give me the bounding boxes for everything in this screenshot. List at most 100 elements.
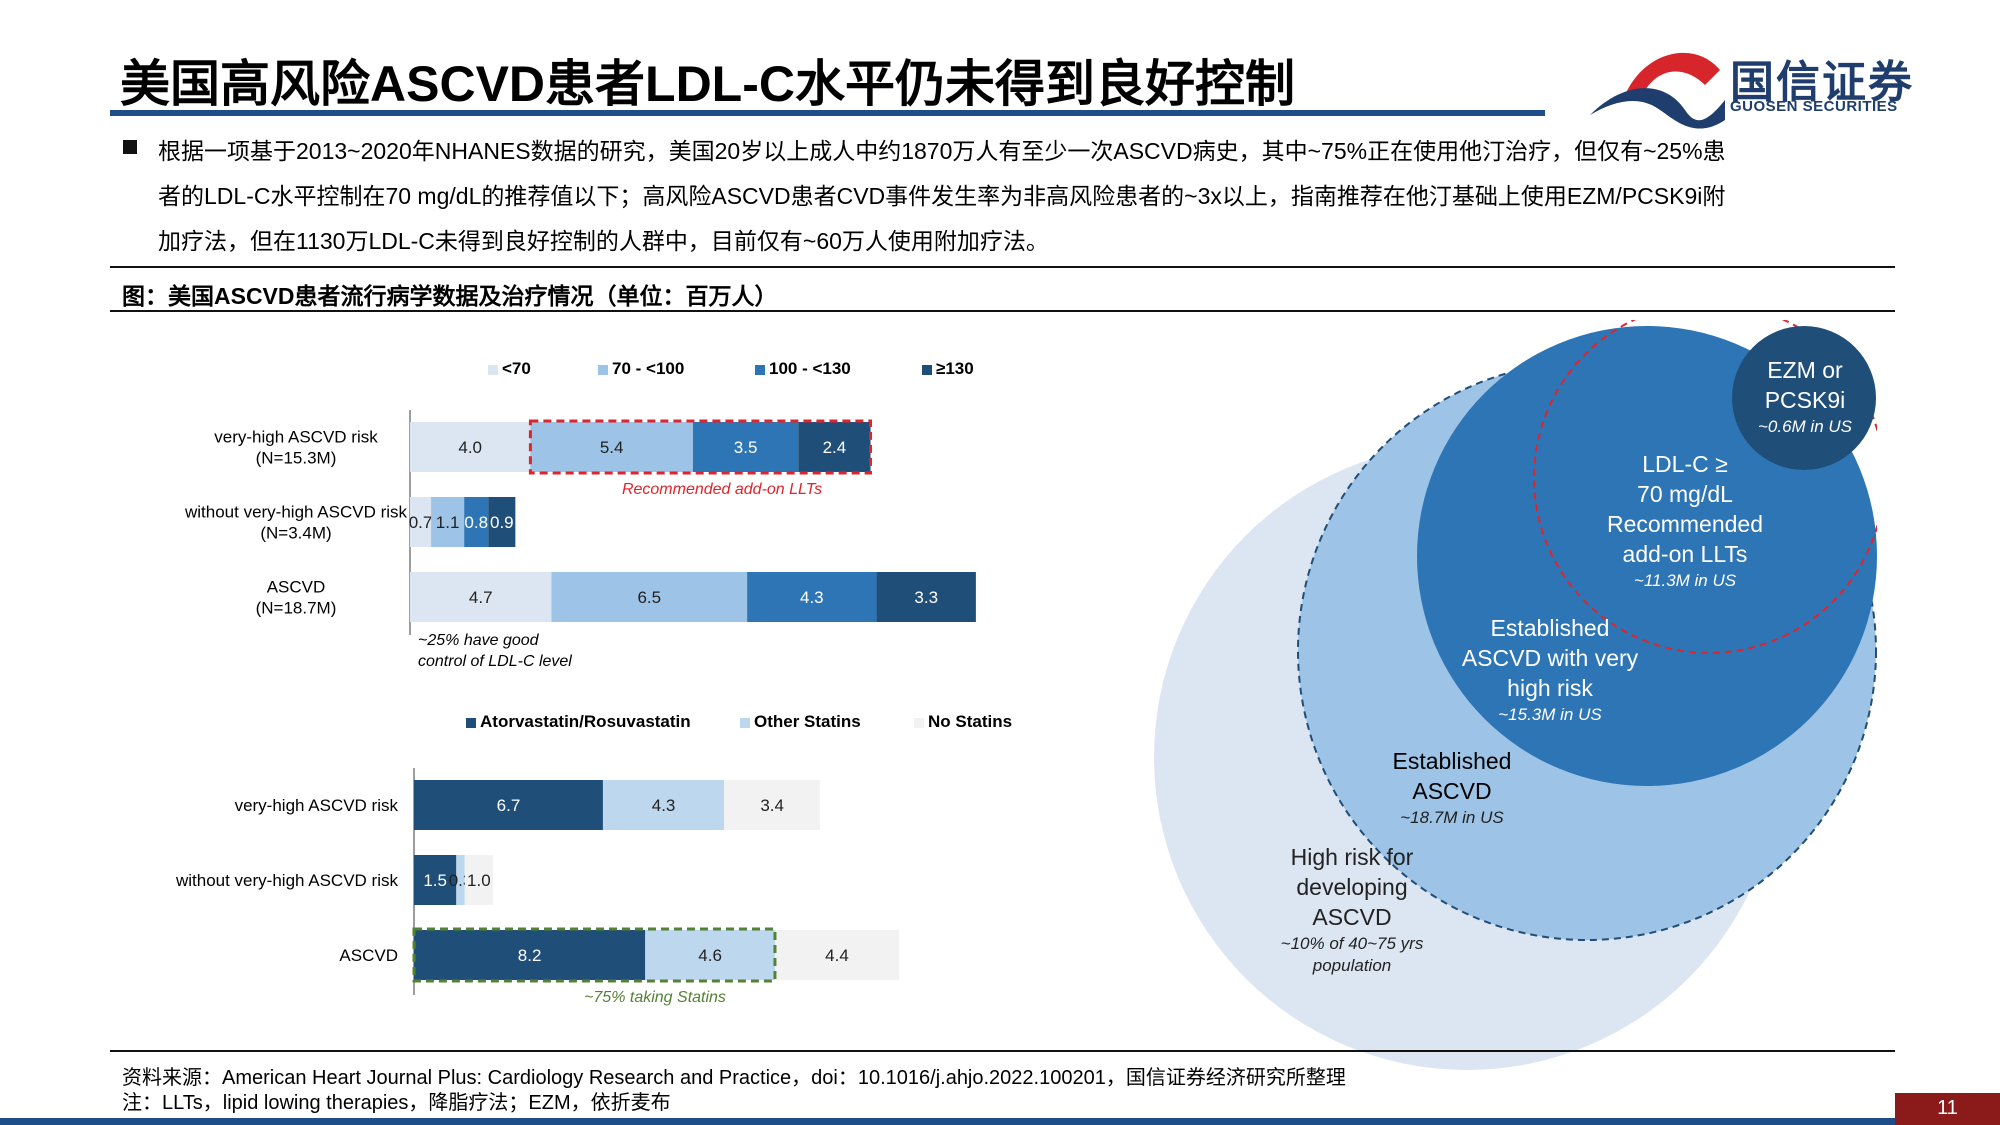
bullet-square-icon xyxy=(123,140,137,154)
page-number-badge xyxy=(1895,1093,2000,1125)
venn-circles-group xyxy=(1154,320,1877,1070)
category-label-0-0: very-high ASCVD risk xyxy=(235,796,399,815)
bar-segment-0-0 xyxy=(414,780,603,830)
bar-segment-1-3 xyxy=(488,497,516,547)
venn-label-2-0: Established xyxy=(1491,615,1610,641)
legend-label-3: ≥130 xyxy=(936,359,974,378)
bar-segment-0-3 xyxy=(798,422,871,472)
bar-value-label-0-2: 3.4 xyxy=(760,796,784,815)
bar-value-label-2-0: 4.7 xyxy=(469,588,493,607)
bar-value-label-2-2: 4.4 xyxy=(825,946,849,965)
bullet-line-2: 者的LDL-C水平控制在70 mg/dL的推荐值以下；高风险ASCVD患者CVD… xyxy=(158,183,1726,209)
good-control-note-1: ~25% have good xyxy=(418,632,540,649)
bar-value-label-1-0: 0.7 xyxy=(409,513,433,532)
legend-swatch-2 xyxy=(755,365,765,375)
venn-circle-4 xyxy=(1732,326,1876,470)
category-label-1-0: without very-high ASCVD risk xyxy=(184,503,408,522)
page-number: 11 xyxy=(1937,1097,1958,1119)
recommended-highlight-box xyxy=(528,419,873,475)
venn-label-2-1: ASCVD with very xyxy=(1462,645,1639,671)
bar-segment-1-2 xyxy=(464,497,489,547)
legend-label-0: <70 xyxy=(502,359,531,378)
bar-segment-2-2 xyxy=(774,930,900,980)
figure-title: 图：美国ASCVD患者流行病学数据及治疗情况（单位：百万人） xyxy=(122,283,778,309)
bar-value-label-0-0: 4.0 xyxy=(458,438,482,457)
recommended-addon-label: Recommended add-on LLTs xyxy=(622,481,822,498)
bar-segment-1-1 xyxy=(456,855,465,905)
bar-segment-0-0 xyxy=(410,422,531,472)
venn-label-1-1: ASCVD xyxy=(1412,778,1491,804)
source-note: 资料来源：American Heart Journal Plus: Cardio… xyxy=(122,1067,1346,1089)
legend-swatch-3 xyxy=(922,365,932,375)
bar-segment-1-2 xyxy=(464,855,493,905)
figure-title-rule xyxy=(110,310,1895,312)
legend-swatch-0 xyxy=(488,365,498,375)
bar-segment-0-1 xyxy=(602,780,725,830)
footer-rule xyxy=(110,1050,1895,1052)
bar-segment-1-1 xyxy=(431,497,465,547)
legend-label-0: Atorvastatin/Rosuvastatin xyxy=(480,712,691,731)
bullet-line-1: 根据一项基于2013~2020年NHANES数据的研究，美国20岁以上成人中约1… xyxy=(158,138,1726,164)
legend-label-2: No Statins xyxy=(928,712,1012,731)
bar-value-label-1-2: 1.0 xyxy=(467,871,491,890)
bar-value-label-1-1: 1.1 xyxy=(436,513,460,532)
bar-value-label-0-1: 4.3 xyxy=(652,796,676,815)
bar-value-label-0-1: 5.4 xyxy=(600,438,624,457)
venn-label-3-0: LDL-C ≥ xyxy=(1642,451,1727,477)
venn-sub-1-0: ~18.7M in US xyxy=(1400,808,1504,827)
category-label-0-0: very-high ASCVD risk xyxy=(214,428,378,447)
venn-label-3-1: 70 mg/dL xyxy=(1637,481,1733,507)
bar-segment-1-0 xyxy=(410,497,432,547)
venn-label-0-1: developing xyxy=(1296,874,1407,900)
bar-value-label-2-1: 4.6 xyxy=(698,946,722,965)
bottom-bar xyxy=(0,1118,1895,1125)
bar-value-label-2-2: 4.3 xyxy=(800,588,824,607)
bar-segment-2-3 xyxy=(876,572,976,622)
bar-segment-0-1 xyxy=(530,422,693,472)
bar-value-label-0-2: 3.5 xyxy=(734,438,758,457)
bar-value-label-1-0: 1.5 xyxy=(423,871,447,890)
bar-value-label-0-3: 2.4 xyxy=(823,438,847,457)
figure-top-rule xyxy=(110,266,1895,268)
bar-value-label-2-1: 6.5 xyxy=(637,588,661,607)
title-underline xyxy=(110,110,1545,116)
bullet-line-3: 加疗法，但在1130万LDL-C未得到良好控制的人群中，目前仅有~60万人使用附… xyxy=(158,228,1049,254)
category-label-0-1: (N=15.3M) xyxy=(256,449,337,468)
venn-sub-0-0: ~10% of 40~75 yrs xyxy=(1281,934,1424,953)
taking-statins-highlight-box xyxy=(412,927,777,983)
venn-label-2-2: high risk xyxy=(1507,675,1593,701)
venn-label-1-0: Established xyxy=(1393,748,1512,774)
bar-segment-2-2 xyxy=(747,572,877,622)
legend-label-1: 70 - <100 xyxy=(612,359,684,378)
legend-label-1: Other Statins xyxy=(754,712,861,731)
bar-segment-0-2 xyxy=(724,780,821,830)
bar-value-label-1-2: 0.8 xyxy=(464,513,488,532)
venn-label-4-0: EZM or xyxy=(1767,357,1843,383)
logo-text-cn: 国信证券 xyxy=(1730,58,1914,107)
category-label-2-1: (N=18.7M) xyxy=(256,599,337,618)
legend-swatch-0 xyxy=(466,718,476,728)
taking-statins-label: ~75% taking Statins xyxy=(584,989,726,1006)
bar-segment-0-2 xyxy=(692,422,799,472)
category-label-2-0: ASCVD xyxy=(339,946,398,965)
abbreviation-note: 注：LLTs，lipid lowing therapies，降脂疗法；EZM，依… xyxy=(122,1092,671,1114)
venn-sub-0-1: population xyxy=(1312,956,1391,975)
venn-label-4-1: PCSK9i xyxy=(1765,387,1846,413)
venn-sub-2-0: ~15.3M in US xyxy=(1498,705,1602,724)
venn-label-3-3: add-on LLTs xyxy=(1623,541,1748,567)
venn-sub-3-0: ~11.3M in US xyxy=(1634,571,1737,590)
category-label-1-0: without very-high ASCVD risk xyxy=(175,871,399,890)
bar-value-label-2-3: 3.3 xyxy=(914,588,938,607)
venn-label-0-0: High risk for xyxy=(1291,844,1414,870)
bar-segment-2-0 xyxy=(414,930,646,980)
bar-segment-2-0 xyxy=(410,572,552,622)
category-label-2-0: ASCVD xyxy=(267,578,326,597)
venn-sub-4-0: ~0.6M in US xyxy=(1758,417,1853,436)
logo-mark-red xyxy=(1625,52,1720,100)
bar-segment-2-1 xyxy=(551,572,748,622)
logo-mark-blue xyxy=(1590,88,1725,129)
venn-label-0-2: ASCVD xyxy=(1312,904,1391,930)
bar-value-label-0-0: 6.7 xyxy=(497,796,521,815)
